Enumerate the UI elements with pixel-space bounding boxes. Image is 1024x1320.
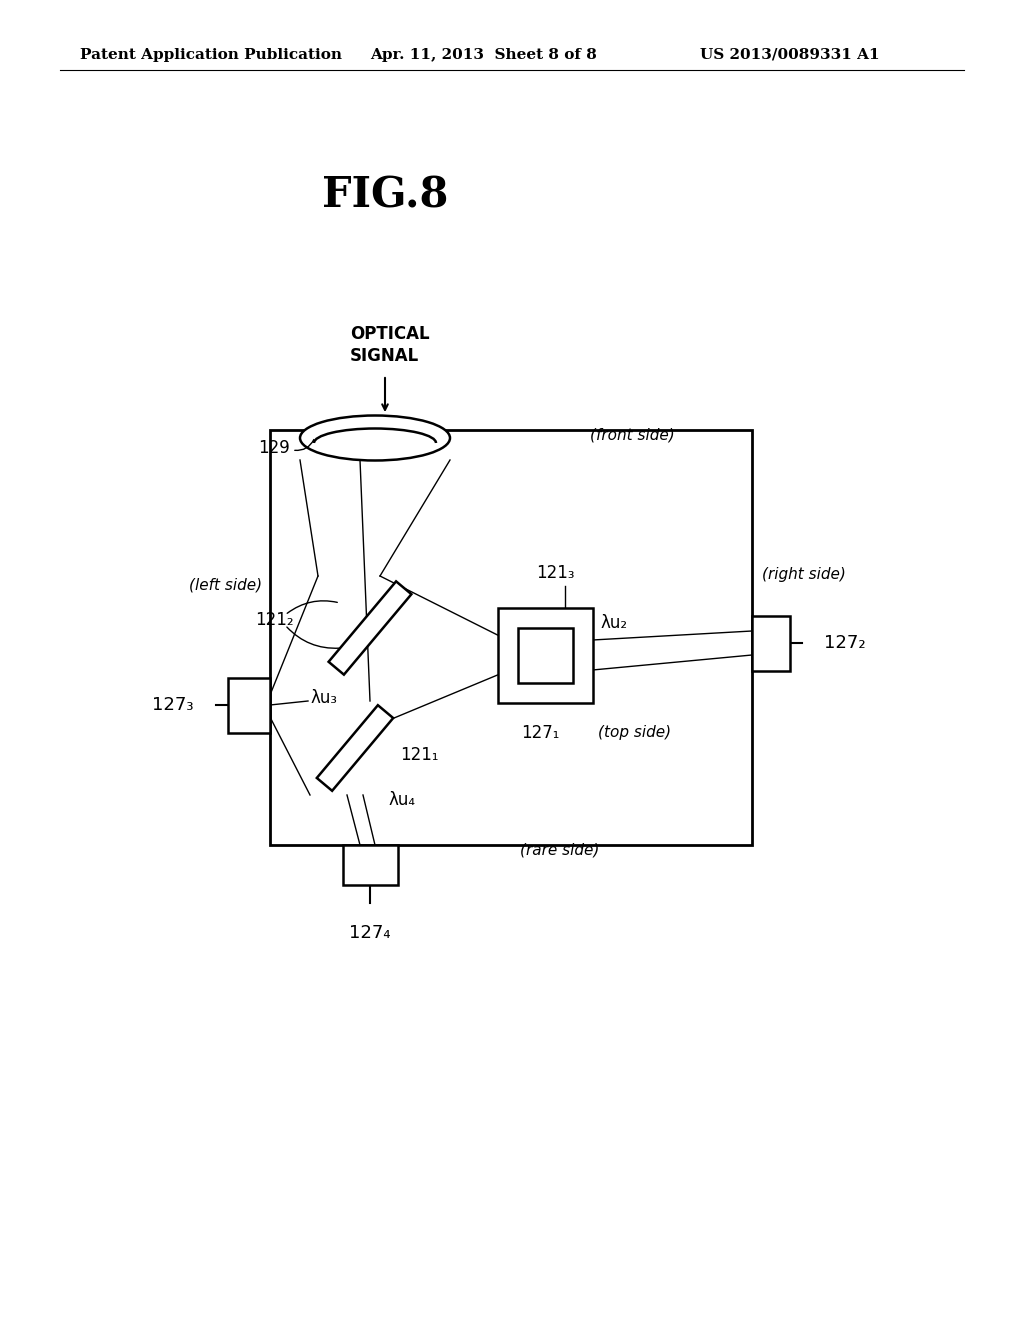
Text: Apr. 11, 2013  Sheet 8 of 8: Apr. 11, 2013 Sheet 8 of 8	[370, 48, 597, 62]
Polygon shape	[316, 705, 393, 791]
Text: 121₂: 121₂	[255, 611, 294, 630]
Text: 121₃: 121₃	[536, 564, 574, 582]
FancyArrowPatch shape	[287, 601, 337, 614]
Text: OPTICAL
SIGNAL: OPTICAL SIGNAL	[350, 325, 430, 366]
Bar	[517, 627, 572, 682]
Text: 121₁: 121₁	[400, 746, 438, 764]
Text: (left side): (left side)	[188, 578, 262, 593]
FancyArrowPatch shape	[287, 627, 339, 648]
Text: 129: 129	[258, 440, 290, 457]
Bar	[342, 845, 397, 884]
Text: 127₂: 127₂	[824, 634, 866, 652]
Text: (front side): (front side)	[590, 428, 675, 442]
Text: 127₄: 127₄	[349, 924, 391, 942]
Text: US 2013/0089331 A1: US 2013/0089331 A1	[700, 48, 880, 62]
Text: λu₄: λu₄	[388, 791, 415, 809]
Text: 127₁: 127₁	[521, 723, 559, 742]
Text: λu₃: λu₃	[310, 689, 337, 708]
FancyArrowPatch shape	[295, 440, 314, 450]
Polygon shape	[329, 581, 412, 675]
Bar	[752, 615, 790, 671]
Text: FIG.8: FIG.8	[322, 174, 449, 216]
Ellipse shape	[300, 416, 450, 461]
Text: Patent Application Publication: Patent Application Publication	[80, 48, 342, 62]
Text: (top side): (top side)	[597, 725, 671, 741]
Text: λu₂: λu₂	[600, 614, 628, 632]
Bar	[228, 677, 270, 733]
Text: (rare side): (rare side)	[520, 842, 599, 858]
Bar	[498, 607, 593, 702]
Text: 127₃: 127₃	[153, 696, 194, 714]
Text: (right side): (right side)	[762, 568, 846, 582]
Bar	[270, 430, 752, 845]
